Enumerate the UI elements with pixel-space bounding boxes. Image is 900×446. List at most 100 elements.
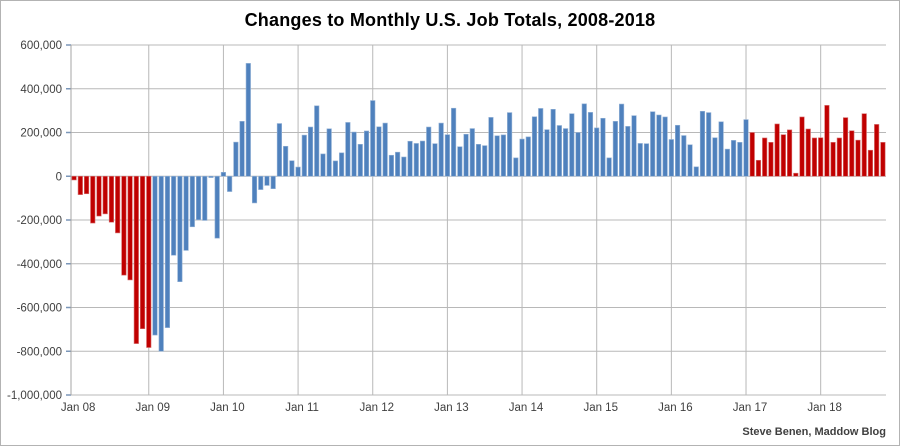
bar-May-2017 <box>768 142 774 177</box>
bar-Jan-2017 <box>743 119 749 177</box>
bar-Mar-2014 <box>531 116 538 177</box>
bar-Jan-2018 <box>818 137 824 177</box>
bar-Jul-2015 <box>631 115 637 177</box>
bar-Nov-2010 <box>283 145 289 177</box>
bar-May-2011 <box>320 153 326 177</box>
bar-May-2008 <box>96 175 102 217</box>
bar-Sep-2016 <box>718 121 724 177</box>
bar-Jul-2008 <box>108 175 114 223</box>
bar-Apr-2012 <box>388 154 394 177</box>
bar-Sep-2010 <box>270 175 276 190</box>
bar-May-2009 <box>171 175 177 256</box>
bar-Aug-2018 <box>861 113 867 177</box>
x-tick-label: Jan 13 <box>434 402 469 414</box>
bar-Apr-2008 <box>90 175 96 224</box>
bar-Jul-2017 <box>780 134 786 177</box>
bar-Oct-2015 <box>650 111 656 177</box>
bar-Apr-2009 <box>164 175 170 328</box>
bar-Jun-2016 <box>699 110 706 177</box>
bar-Mar-2013 <box>457 146 463 177</box>
bar-Jun-2017 <box>774 123 780 177</box>
bar-Sep-2017 <box>793 172 799 177</box>
bar-May-2013 <box>469 128 475 177</box>
bar-Mar-2008 <box>84 175 90 195</box>
bar-Aug-2015 <box>637 143 643 177</box>
bar-Dec-2011 <box>363 130 370 177</box>
bar-Aug-2008 <box>115 175 121 234</box>
bar-Mar-2011 <box>307 126 314 177</box>
bar-Sep-2008 <box>121 175 127 276</box>
bar-Dec-2017 <box>811 137 818 177</box>
y-tick-label: 200,000 <box>20 128 62 140</box>
bar-Sep-2012 <box>419 140 426 177</box>
bar-Apr-2011 <box>314 105 320 177</box>
y-tick-label: -400,000 <box>17 259 62 271</box>
x-tick-label: Jan 14 <box>509 402 544 414</box>
bar-Jun-2008 <box>102 175 108 215</box>
bar-Sep-2014 <box>569 113 575 177</box>
bar-Mar-2009 <box>158 175 164 352</box>
y-tick-label: -200,000 <box>17 215 62 227</box>
bar-Dec-2013 <box>513 157 519 177</box>
y-tick-label: -1,000,000 <box>7 390 62 402</box>
y-tick-label: 600,000 <box>20 40 62 52</box>
bar-Apr-2015 <box>612 121 618 177</box>
bar-Jan-2010 <box>220 172 226 177</box>
bar-Sep-2015 <box>643 143 650 177</box>
bar-Nov-2018 <box>880 142 886 177</box>
y-tick-label: 0 <box>56 171 62 183</box>
bar-Jul-2009 <box>183 175 189 251</box>
bar-Dec-2008 <box>140 175 146 330</box>
bar-Oct-2016 <box>724 148 730 177</box>
bar-Mar-2012 <box>382 122 388 177</box>
bar-Nov-2012 <box>432 143 438 177</box>
bar-Feb-2014 <box>525 136 531 177</box>
bar-Aug-2014 <box>563 128 569 177</box>
bar-Aug-2013 <box>488 117 494 177</box>
bar-Apr-2018 <box>836 137 842 177</box>
bar-Sep-2013 <box>494 135 500 177</box>
x-tick-label: Jan 15 <box>583 402 618 414</box>
bar-Jun-2010 <box>251 175 258 204</box>
bar-Feb-2009 <box>152 175 158 336</box>
bar-Oct-2017 <box>799 116 805 177</box>
bar-Nov-2009 <box>208 175 214 178</box>
bar-Jan-2012 <box>370 100 376 177</box>
bar-Apr-2017 <box>762 137 768 177</box>
bar-Nov-2016 <box>731 140 737 177</box>
bar-Jul-2012 <box>407 140 413 177</box>
bar-Mar-2017 <box>755 159 762 177</box>
y-tick-label: -800,000 <box>17 346 62 358</box>
bar-Aug-2012 <box>413 143 419 177</box>
bar-Jul-2013 <box>482 145 488 177</box>
bar-Dec-2010 <box>289 160 295 177</box>
bar-Sep-2018 <box>867 149 874 177</box>
bar-Jul-2018 <box>855 139 861 177</box>
bar-Jun-2018 <box>849 130 855 177</box>
bar-Oct-2008 <box>127 175 133 281</box>
bar-Nov-2014 <box>581 103 587 177</box>
bar-Nov-2008 <box>133 175 139 344</box>
bar-Jun-2013 <box>475 144 482 177</box>
bar-Aug-2009 <box>189 175 195 228</box>
bar-Jun-2012 <box>401 156 407 177</box>
bar-Feb-2011 <box>301 134 307 177</box>
bar-Nov-2011 <box>357 144 363 177</box>
bar-Jan-2015 <box>594 127 600 177</box>
bar-May-2016 <box>693 166 699 177</box>
bar-Dec-2016 <box>737 142 743 177</box>
bar-Jan-2013 <box>444 134 450 177</box>
y-tick-label: 400,000 <box>20 84 62 96</box>
bar-Jun-2014 <box>550 109 556 177</box>
bar-Mar-2018 <box>830 142 836 177</box>
bar-Jan-2008 <box>71 175 77 181</box>
bar-Aug-2010 <box>264 175 270 186</box>
bar-May-2015 <box>619 103 625 177</box>
bar-Feb-2012 <box>376 126 382 177</box>
bar-Nov-2017 <box>805 128 811 177</box>
bar-Sep-2009 <box>195 175 202 221</box>
x-tick-label: Jan 16 <box>658 402 693 414</box>
bar-Oct-2011 <box>351 131 357 177</box>
bar-Oct-2013 <box>500 134 506 177</box>
bar-May-2018 <box>843 117 849 177</box>
